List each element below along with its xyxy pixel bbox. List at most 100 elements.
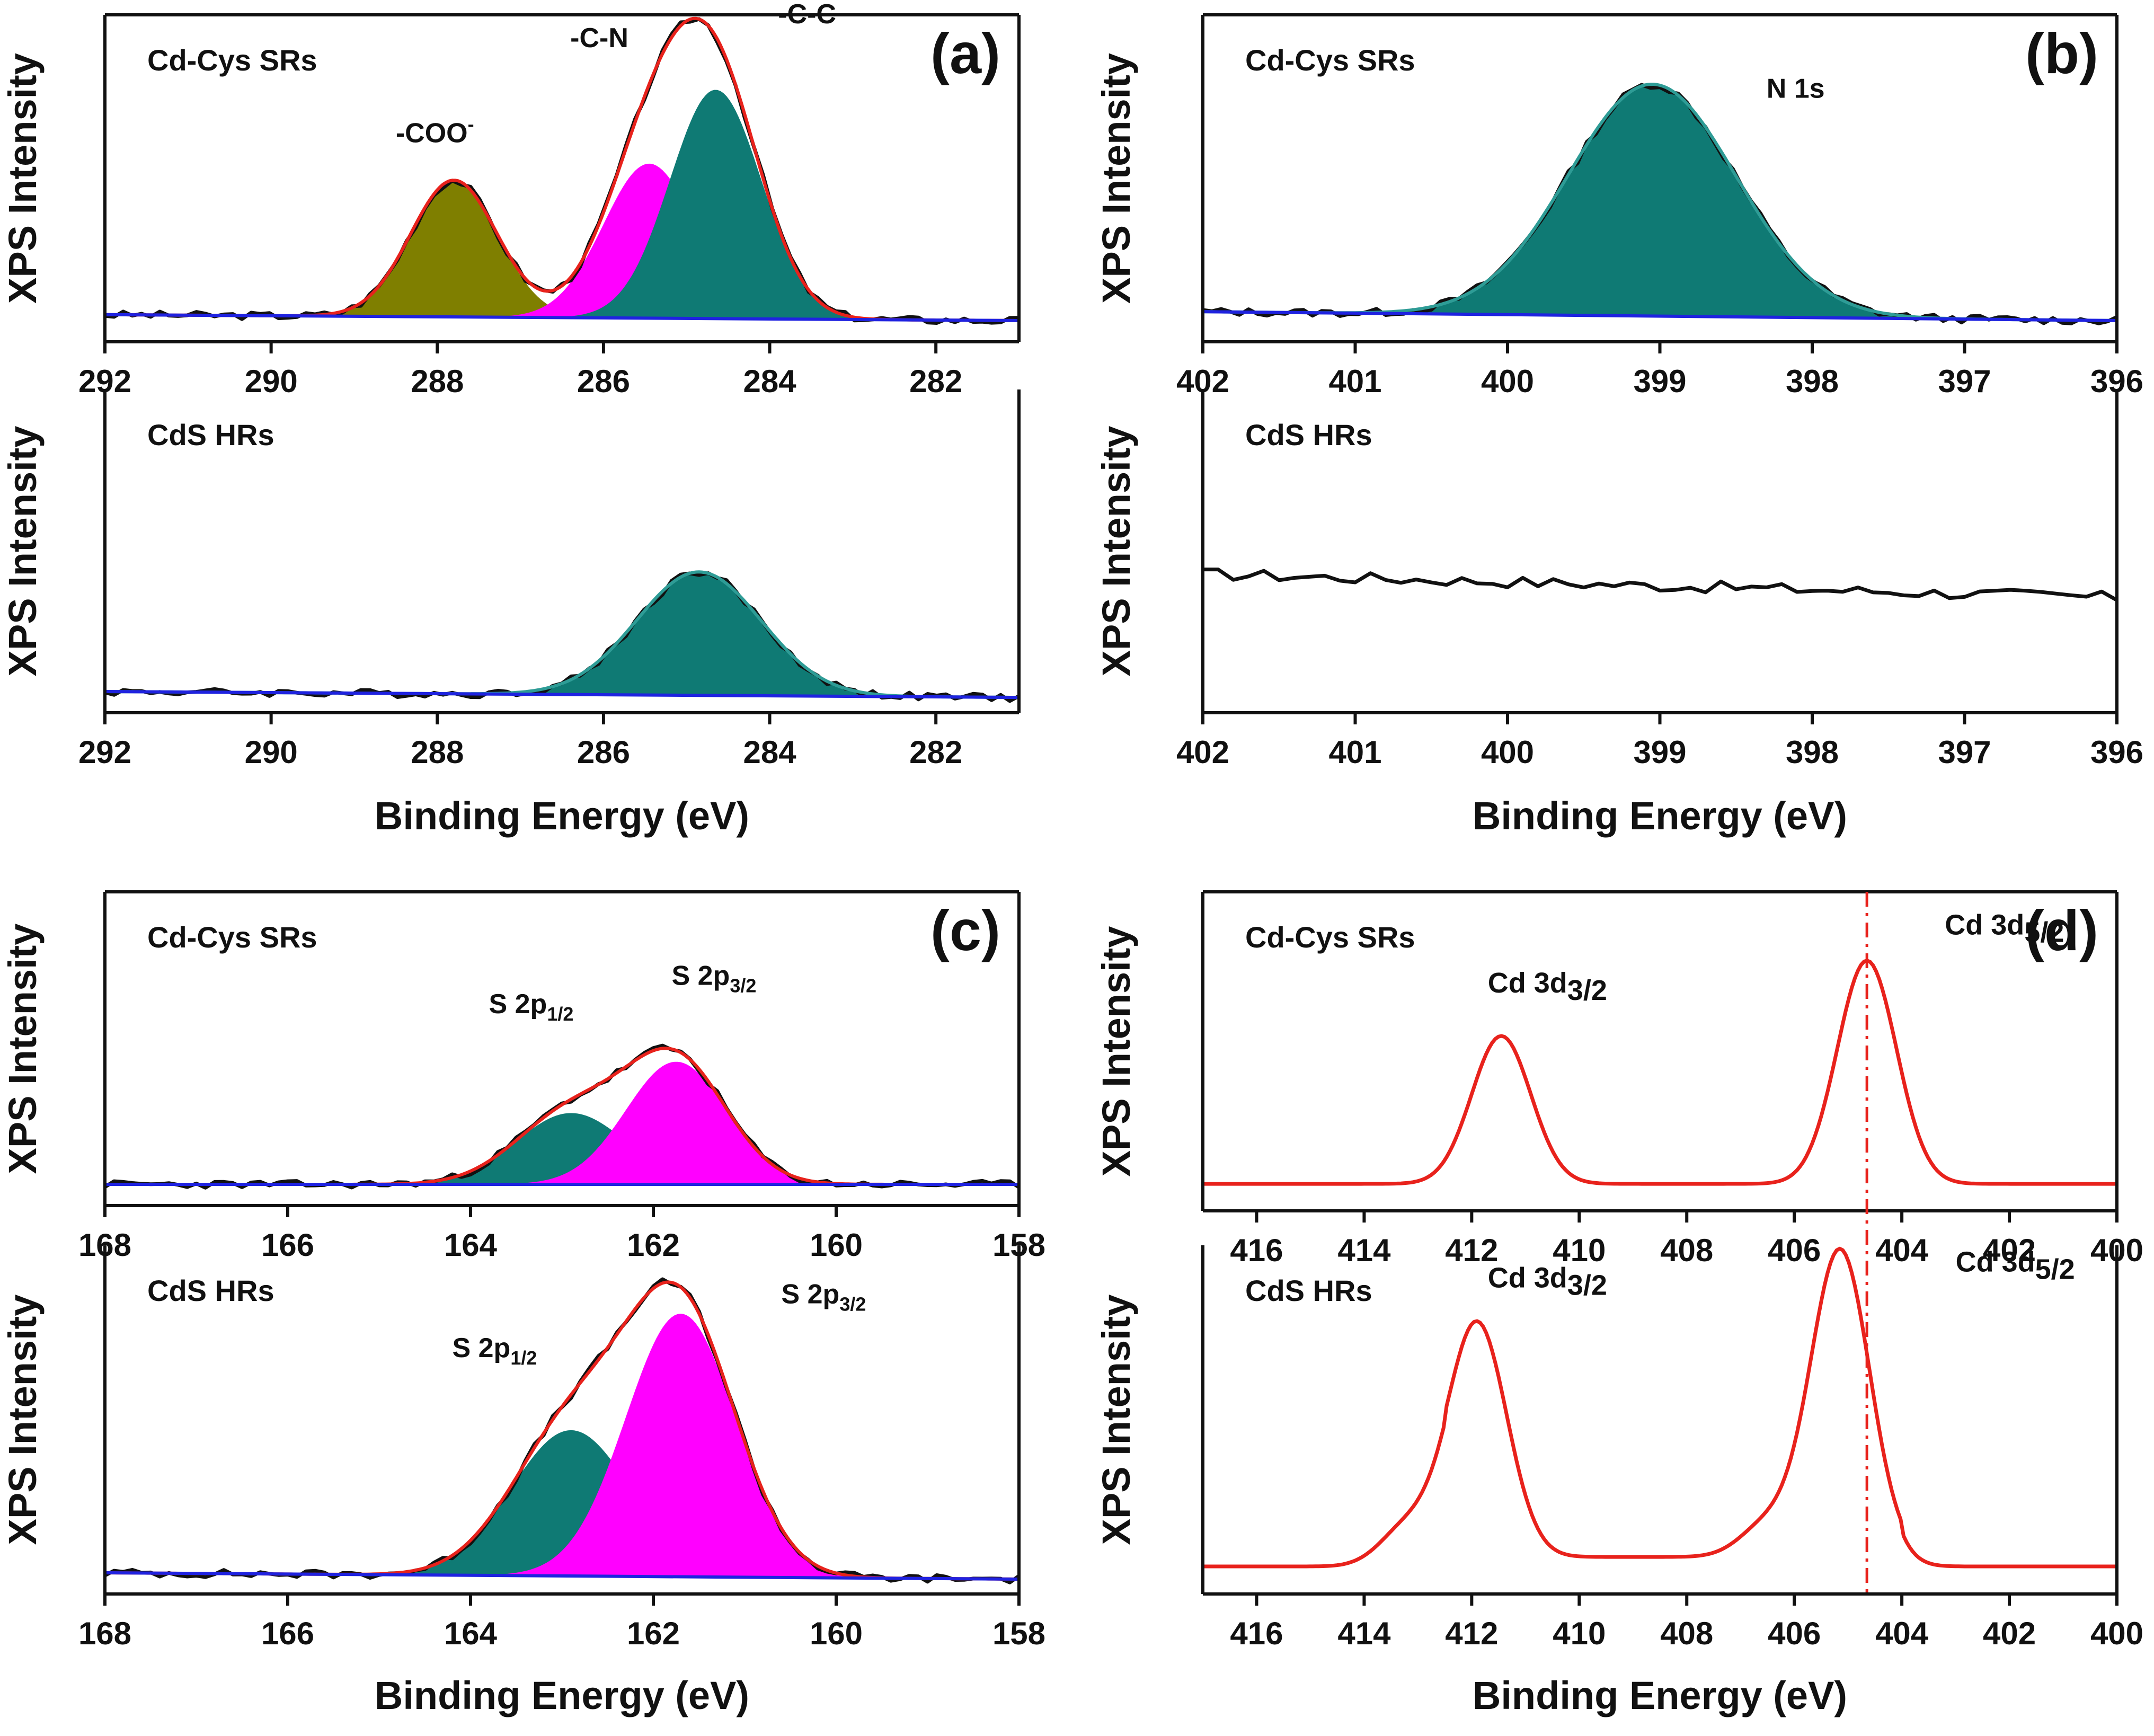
y-axis-title: XPS Intensity (1, 924, 45, 1174)
x-tick-label: 400 (1481, 734, 1534, 770)
x-tick-label: 404 (1875, 1616, 1929, 1651)
x-tick-label: 402 (1983, 1233, 2036, 1268)
x-tick-label: 290 (245, 734, 298, 770)
x-tick-label: 284 (743, 734, 796, 770)
panel-label: (b) (2025, 21, 2098, 85)
x-tick-label: 399 (1633, 364, 1686, 399)
x-tick-label: 397 (1938, 734, 1991, 770)
x-tick-label: 404 (1875, 1233, 1929, 1268)
peak-annotation: Cd 3d5/2 (1945, 909, 2064, 948)
y-axis-title: XPS Intensity (1094, 926, 1138, 1177)
sample-label: CdS HRs (1245, 1274, 1372, 1307)
x-axis-title: Binding Energy (eV) (1473, 794, 1847, 838)
panel-label: (a) (930, 21, 1000, 85)
peak-n-1s (1203, 84, 2117, 321)
x-axis-title: Binding Energy (eV) (1473, 1673, 1847, 1717)
peak-annotation: Cd 3d3/2 (1488, 967, 1607, 1006)
peak-annotation: N 1s (1767, 73, 1825, 104)
peak-annotation: -C-N (570, 23, 628, 54)
x-axis-title: Binding Energy (eV) (375, 794, 749, 838)
x-tick-label: 290 (245, 364, 298, 399)
x-tick-label: 162 (627, 1616, 680, 1651)
x-tick-label: 400 (1481, 364, 1534, 399)
x-tick-label: 162 (627, 1227, 680, 1263)
raw-spectrum-line (1203, 568, 2118, 602)
x-tick-label: 282 (909, 364, 962, 399)
sample-label: CdS HRs (1245, 418, 1372, 451)
sample-label: CdS HRs (147, 418, 274, 451)
subplot-bottom: CdS HRs 292 290 288 286 284 282 XPS Intensity (1, 389, 1021, 770)
x-tick-label: 284 (743, 364, 796, 399)
background-line (104, 1571, 1020, 1581)
x-tick-label: 166 (261, 1227, 314, 1263)
x-tick-label: 399 (1633, 734, 1686, 770)
y-axis-title: XPS Intensity (1, 426, 45, 677)
x-tick-label: 412 (1445, 1616, 1498, 1651)
x-tick-label: 288 (411, 734, 464, 770)
chart-panel-d: Cd-Cys SRs Cd 3d3/2 Cd 3d5/2 416 414 412 410 40… (1094, 890, 2143, 1717)
x-tick-label: 402 (1176, 734, 1229, 770)
x-tick-label: 288 (411, 364, 464, 399)
x-tick-label: 397 (1938, 364, 1991, 399)
x-tick-label: 408 (1660, 1233, 1713, 1268)
cd3d-spectrum-line (1203, 959, 2117, 1186)
y-axis-title: XPS Intensity (1094, 53, 1138, 304)
sample-label: Cd-Cys SRs (1245, 920, 1415, 954)
x-tick-label: 412 (1445, 1233, 1498, 1268)
x-tick-label: 406 (1768, 1233, 1821, 1268)
x-tick-label: 166 (261, 1616, 314, 1651)
peak--c-n (105, 163, 1019, 321)
y-axis-title: XPS Intensity (1, 1295, 45, 1545)
chart-panel-c: Cd-Cys SRs S 2p1/2 S 2p3/2 168 166 164 162 160 1… (1, 890, 1045, 1717)
peak-s-2p1-2 (105, 1113, 1019, 1184)
x-tick-label: 398 (1786, 364, 1839, 399)
x-tick-label: 282 (909, 734, 962, 770)
y-axis-title: XPS Intensity (1094, 426, 1138, 677)
subplot-top: Cd-Cys SRs Cd 3d3/2 Cd 3d5/2 416 414 412 410 40… (1094, 890, 2143, 1268)
background-line (104, 690, 1020, 699)
x-tick-label: 400 (2090, 1616, 2143, 1651)
chart-panel-b: Cd-Cys SRs N 1s 402 401 400 399 398 397 396 XPS I… (1094, 13, 2143, 838)
peak-annotation: Cd 3d5/2 (1956, 1246, 2075, 1286)
peak-annotation: S 2p3/2 (672, 960, 757, 996)
x-tick-label: 408 (1660, 1616, 1713, 1651)
x-tick-label: 164 (444, 1616, 498, 1651)
sample-label: CdS HRs (147, 1274, 274, 1307)
x-tick-label: 401 (1328, 734, 1381, 770)
x-tick-label: 292 (78, 734, 131, 770)
x-tick-label: 158 (992, 1616, 1045, 1651)
x-tick-label: 396 (2090, 734, 2143, 770)
x-tick-label: 410 (1553, 1616, 1606, 1651)
x-tick-label: 406 (1768, 1616, 1821, 1651)
x-tick-label: 414 (1337, 1233, 1391, 1268)
x-tick-label: 160 (810, 1616, 863, 1651)
x-tick-label: 416 (1230, 1233, 1283, 1268)
x-tick-label: 398 (1786, 734, 1839, 770)
subplot-bottom: CdS HRs S 2p1/2 S 2p3/2 168 166 164 162 160 158 X… (1, 1245, 1045, 1651)
panel-label: (c) (930, 898, 1000, 962)
envelope-fit-line (105, 570, 1019, 699)
x-tick-label: 286 (577, 734, 630, 770)
peak-annotation: S 2p1/2 (453, 1333, 537, 1369)
x-tick-label: 416 (1230, 1616, 1283, 1651)
y-axis-title: XPS Intensity (1094, 1295, 1138, 1545)
x-tick-label: 414 (1337, 1616, 1391, 1651)
peak-annotation: Cd 3d3/2 (1488, 1262, 1607, 1301)
x-axis-title: Binding Energy (eV) (375, 1673, 749, 1717)
x-tick-label: 402 (1983, 1616, 2036, 1651)
x-tick-label: 160 (810, 1227, 863, 1263)
background-line (104, 313, 1020, 322)
peak-annotation: -COO- (396, 113, 474, 148)
peak-annotation: S 2p3/2 (782, 1279, 866, 1315)
x-tick-label: 286 (577, 364, 630, 399)
subplot-bottom: CdS HRs Cd 3d3/2 Cd 3d5/2 416 414 412 410 408 40… (1094, 1245, 2143, 1651)
y-axis-title: XPS Intensity (1, 53, 45, 304)
x-tick-label: 164 (444, 1227, 498, 1263)
cd3d-spectrum-line (1203, 1246, 2117, 1569)
sample-label: Cd-Cys SRs (1245, 43, 1415, 77)
